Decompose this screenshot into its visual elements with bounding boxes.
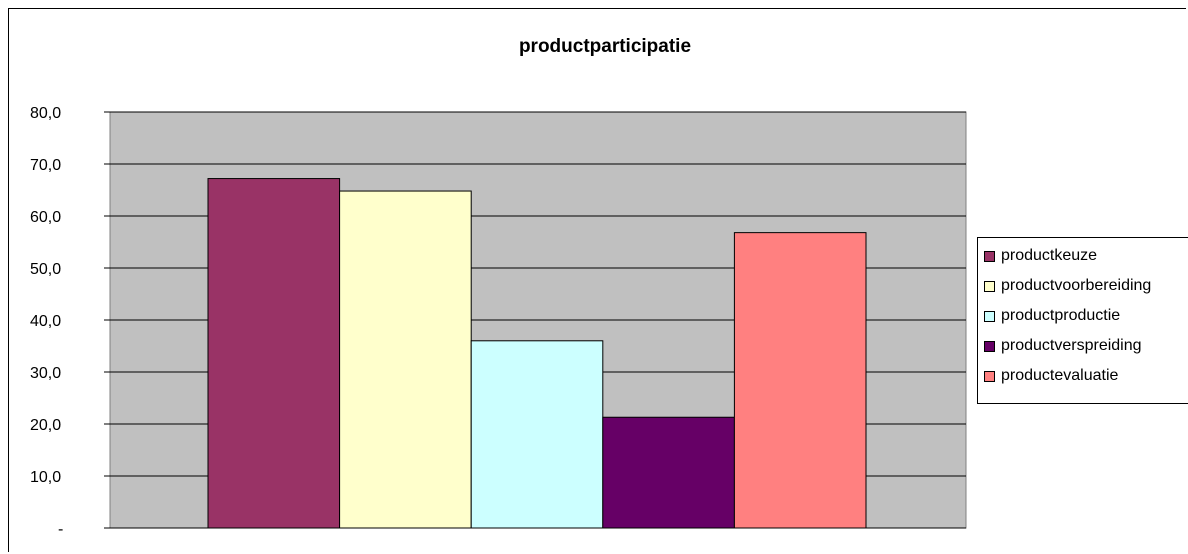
legend-label: productevaluatie xyxy=(1001,367,1119,384)
legend-swatch xyxy=(984,340,995,352)
y-tick-label: 10,0 xyxy=(30,469,61,486)
legend-label: productvoorbereiding xyxy=(1001,277,1152,294)
y-tick-label: - xyxy=(58,521,63,538)
y-tick-label: 80,0 xyxy=(30,105,61,122)
legend-swatch xyxy=(984,310,995,322)
legend-item: productkeuze xyxy=(984,243,1097,269)
bar-productproductie xyxy=(470,340,604,529)
chart-area xyxy=(8,8,1186,552)
y-tick-label: 40,0 xyxy=(30,313,61,330)
bar-productkeuze xyxy=(207,178,341,529)
legend-label: productverspreiding xyxy=(1001,337,1142,354)
y-tick-label: 50,0 xyxy=(30,261,61,278)
bar-productevaluatie xyxy=(733,232,867,529)
legend-item: productverspreiding xyxy=(984,333,1142,359)
legend-swatch xyxy=(984,250,995,262)
legend-item: productvoorbereiding xyxy=(984,273,1151,299)
bar-productvoorbereiding xyxy=(339,190,472,529)
legend-label: productkeuze xyxy=(1001,247,1098,264)
legend-swatch xyxy=(984,370,995,382)
y-tick-label: 20,0 xyxy=(30,417,61,434)
y-axis-ticks: - 10,0 20,0 30,0 40,0 50,0 60,0 70,0 80,0 xyxy=(30,105,63,538)
legend: productkeuze productvoorbereiding productp… xyxy=(977,237,1188,404)
y-tick-label: 30,0 xyxy=(30,365,61,382)
y-tick-label: 70,0 xyxy=(30,157,61,174)
bars xyxy=(207,178,867,529)
legend-swatch xyxy=(984,280,995,292)
chart-title: productparticipatie xyxy=(519,36,691,57)
y-tick-label: 60,0 xyxy=(30,209,61,226)
legend-label: productproductie xyxy=(1001,307,1121,324)
legend-item: productevaluatie xyxy=(984,363,1118,389)
legend-item: productproductie xyxy=(984,303,1120,329)
bar-productverspreiding xyxy=(602,416,735,529)
